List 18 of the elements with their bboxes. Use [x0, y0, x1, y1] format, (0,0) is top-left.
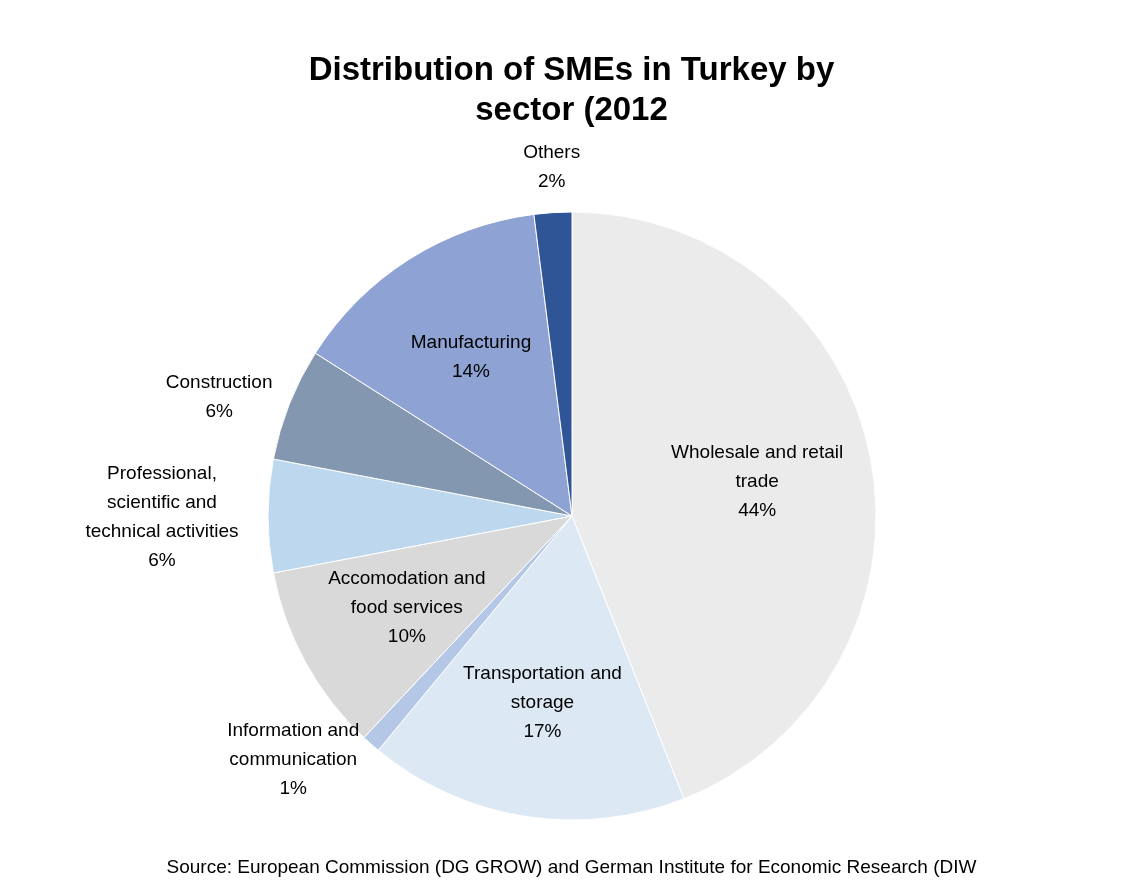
slice-label: Accomodation and food services [328, 566, 486, 617]
data-label: 10% [387, 624, 426, 646]
data-label: 2% [537, 169, 566, 191]
chart-title: Distribution of SMEs in Turkey by sector (2012 [308, 50, 835, 127]
slice-label: Construction [165, 371, 273, 393]
data-label: 6% [148, 548, 176, 570]
slice-label: Professional, scientific and technical activities [85, 461, 239, 541]
data-label: 14% [451, 360, 491, 382]
slice-label: Information and communication [227, 719, 360, 770]
slice-label: Wholesale and retail trade [671, 440, 844, 491]
source-note: Source: European Commission (DG GROW) and German Institute for Economic Research (DIW [166, 856, 977, 877]
data-label: 1% [279, 777, 308, 799]
slice-label: Others [523, 140, 581, 162]
data-label: 44% [738, 498, 777, 520]
data-label: 17% [523, 720, 562, 742]
data-label: 6% [205, 400, 233, 422]
slice-label: Manufacturing [410, 331, 532, 353]
slice-label: Transportation and storage [463, 662, 622, 713]
